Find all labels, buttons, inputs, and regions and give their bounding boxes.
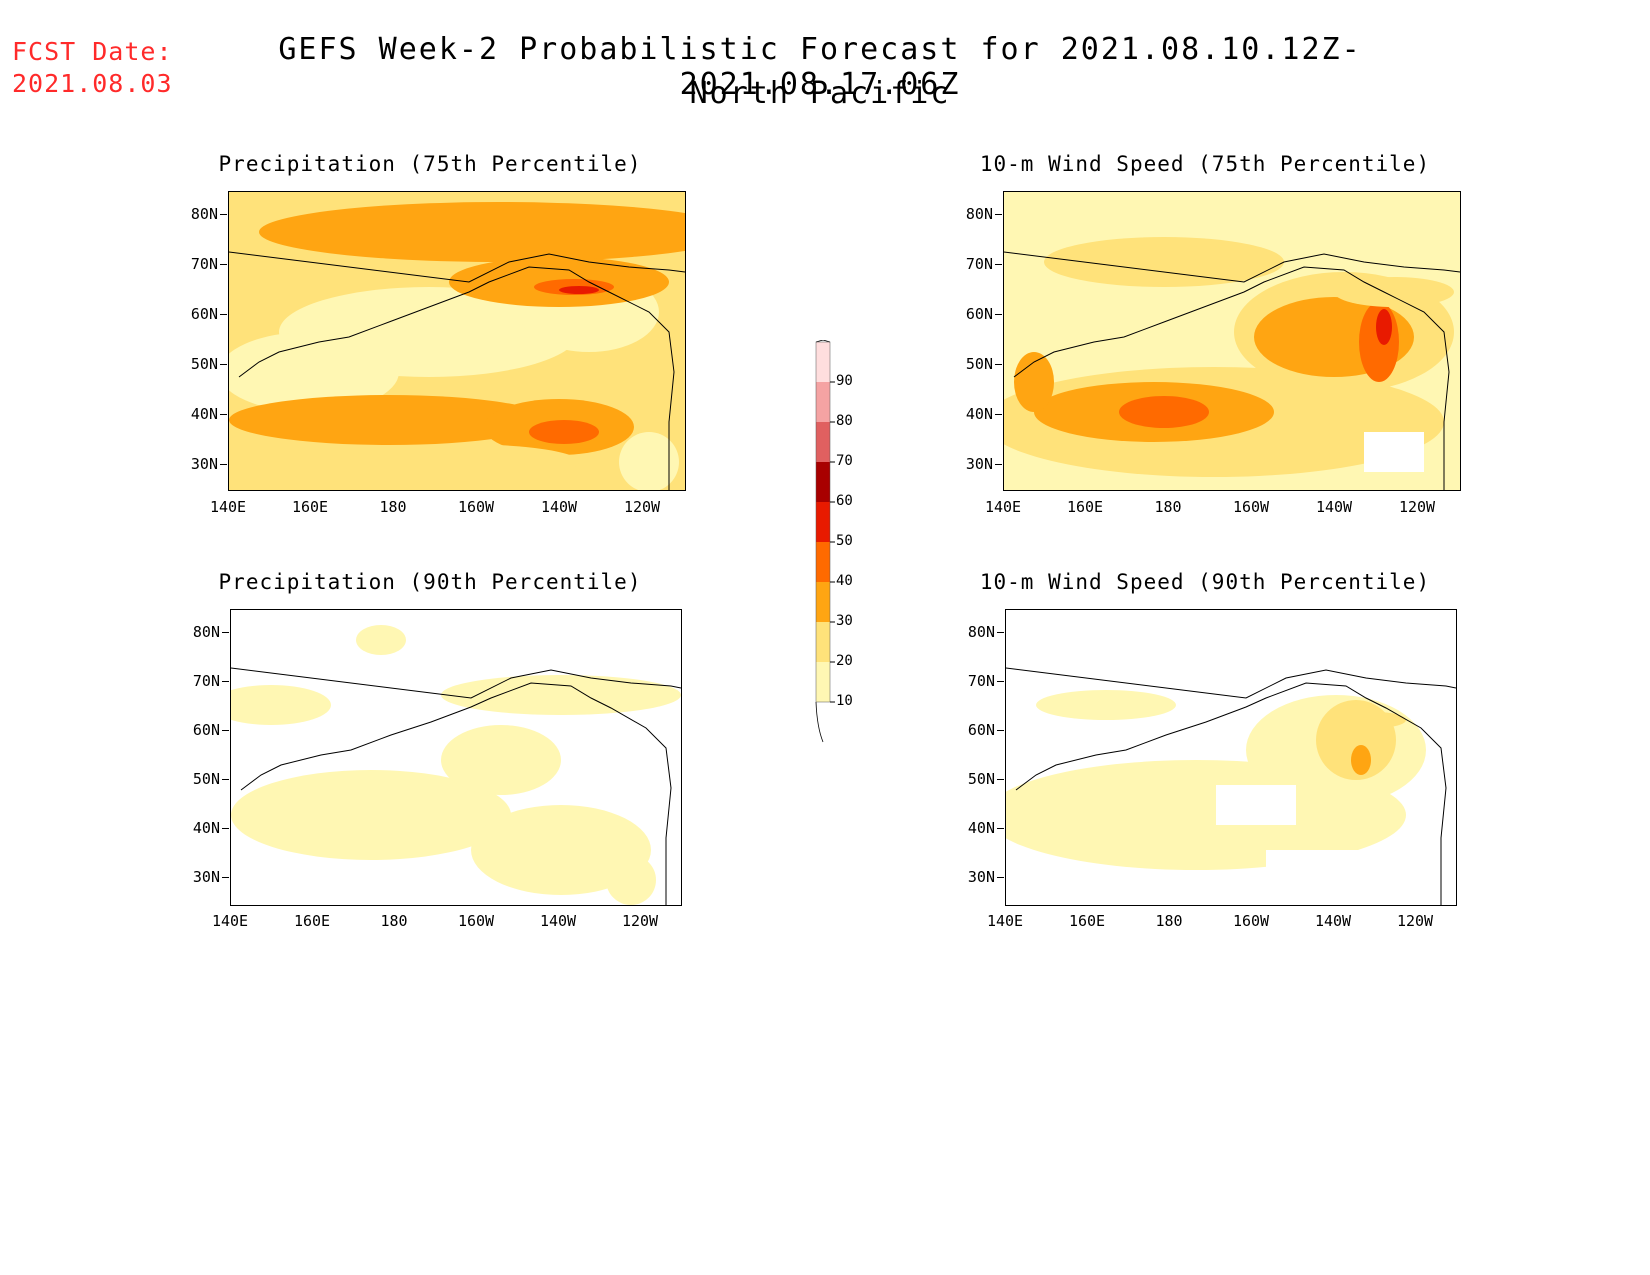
lon-tick-label: 120W	[1396, 912, 1434, 930]
lon-tick-label: 140E	[211, 912, 249, 930]
lon-tick-label: 140W	[1315, 498, 1353, 516]
main-title: GEFS Week-2 Probabilistic Forecast for 2…	[278, 32, 1362, 102]
lat-tick-label: 60N	[180, 721, 229, 739]
colorbar-swatch	[816, 582, 830, 622]
lon-tick-label: 160W	[1232, 498, 1270, 516]
lat-tick-label: 30N	[955, 868, 1004, 886]
lon-tick-label: 180	[379, 498, 407, 516]
lat-tick-label: 70N	[178, 255, 227, 273]
colorbar-level-label: 90	[836, 373, 853, 389]
colorbar-swatch	[816, 542, 830, 582]
lon-tick-label: 160E	[293, 912, 331, 930]
lon-tick-label: 120W	[1398, 498, 1436, 516]
lat-tick-label: 40N	[178, 405, 227, 423]
lon-tick-label: 140W	[1314, 912, 1352, 930]
lon-tick-label: 140E	[986, 912, 1024, 930]
lon-tick-label: 140W	[540, 498, 578, 516]
lon-tick-label: 160E	[291, 498, 329, 516]
lat-tick-label: 30N	[180, 868, 229, 886]
lon-tick-label: 180	[1154, 498, 1182, 516]
region-subtitle: North Pacific	[689, 76, 951, 111]
colorbar-swatch	[816, 342, 830, 382]
colorbar-level-label: 10	[836, 693, 853, 709]
lat-tick-label: 60N	[178, 305, 227, 323]
lat-tick-label: 80N	[955, 623, 1004, 641]
lon-tick-label: 140E	[209, 498, 247, 516]
map-precip-90	[230, 609, 682, 906]
colorbar-outline	[815, 341, 831, 703]
lat-tick-label: 50N	[178, 355, 227, 373]
lat-tick-label: 50N	[955, 770, 1004, 788]
colorbar-bottom-tail	[815, 701, 824, 743]
map-wind-75	[1003, 191, 1461, 491]
lon-tick-label: 120W	[623, 498, 661, 516]
lon-tick-label: 180	[1155, 912, 1183, 930]
colorbar-level-label: 60	[836, 493, 853, 509]
panel-precip-90: Precipitation (90th Percentile) 80N 70N …	[160, 568, 700, 948]
colorbar-level-label: 30	[836, 613, 853, 629]
colorbar: 10 20 30 40 50 60 70 80 90	[808, 339, 853, 754]
panel-title: 10-m Wind Speed (75th Percentile)	[979, 152, 1431, 176]
lat-tick-label: 60N	[953, 305, 1002, 323]
map-wind-90	[1005, 609, 1457, 906]
panel-title: 10-m Wind Speed (90th Percentile)	[979, 570, 1431, 594]
lon-tick-label: 120W	[621, 912, 659, 930]
lat-tick-label: 30N	[178, 455, 227, 473]
lat-tick-label: 40N	[955, 819, 1004, 837]
colorbar-level-label: 70	[836, 453, 853, 469]
lat-tick-label: 80N	[180, 623, 229, 641]
panel-title: Precipitation (75th Percentile)	[218, 152, 642, 176]
lat-tick-label: 50N	[953, 355, 1002, 373]
lat-tick-label: 40N	[953, 405, 1002, 423]
colorbar-swatch	[816, 622, 830, 662]
colorbar-swatch	[816, 662, 830, 702]
lon-tick-label: 160W	[457, 912, 495, 930]
lat-tick-label: 80N	[178, 205, 227, 223]
lat-tick-label: 30N	[953, 455, 1002, 473]
lat-tick-label: 70N	[953, 255, 1002, 273]
lat-tick-label: 70N	[180, 672, 229, 690]
colorbar-swatch	[816, 462, 830, 502]
lon-tick-label: 180	[380, 912, 408, 930]
colorbar-level-label: 40	[836, 573, 853, 589]
lon-tick-label: 160E	[1068, 912, 1106, 930]
colorbar-swatch	[816, 382, 830, 422]
fcst-date-label: FCST Date:	[12, 37, 173, 66]
lon-tick-label: 160W	[1232, 912, 1270, 930]
fcst-date-block: FCST Date: 2021.08.03	[12, 36, 173, 100]
lat-tick-label: 50N	[180, 770, 229, 788]
lon-tick-label: 140W	[539, 912, 577, 930]
lat-tick-label: 70N	[955, 672, 1004, 690]
colorbar-level-label: 80	[836, 413, 853, 429]
fcst-date-value: 2021.08.03	[12, 69, 173, 98]
colorbar-swatch	[816, 502, 830, 542]
lon-tick-label: 160E	[1066, 498, 1104, 516]
panel-wind-90: 10-m Wind Speed (90th Percentile) 80N 70…	[935, 568, 1475, 948]
panel-title: Precipitation (90th Percentile)	[218, 570, 642, 594]
map-precip-75	[228, 191, 686, 491]
lon-tick-label: 160W	[457, 498, 495, 516]
lat-tick-label: 60N	[955, 721, 1004, 739]
panel-wind-75: 10-m Wind Speed (75th Percentile) 80N 70…	[935, 150, 1475, 530]
colorbar-swatches	[815, 339, 835, 743]
lon-tick-label: 140E	[984, 498, 1022, 516]
colorbar-top-tip	[815, 339, 831, 343]
colorbar-level-label: 20	[836, 653, 853, 669]
lat-tick-label: 80N	[953, 205, 1002, 223]
colorbar-level-label: 50	[836, 533, 853, 549]
colorbar-swatch	[816, 422, 830, 462]
panel-precip-75: Precipitation (75th Percentile) 80N 70N …	[160, 150, 700, 530]
lat-tick-label: 40N	[180, 819, 229, 837]
